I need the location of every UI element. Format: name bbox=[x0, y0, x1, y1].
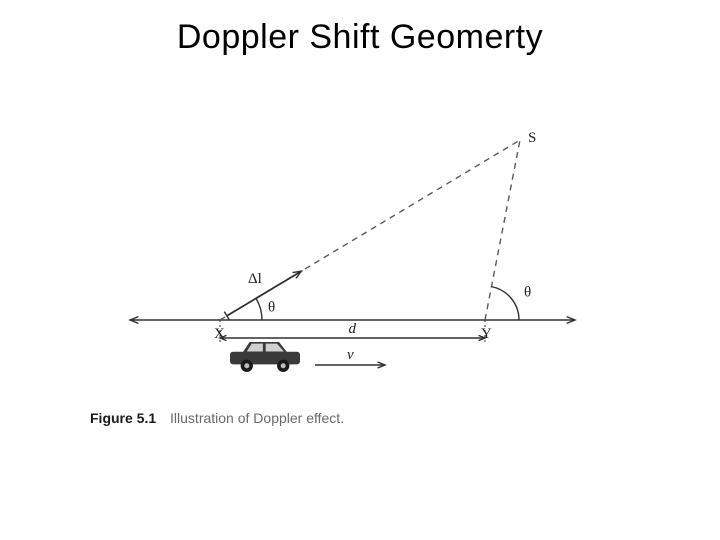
svg-text:d: d bbox=[349, 321, 357, 337]
slide: Doppler Shift Geomerty ΔlθθXYSdv Figure … bbox=[0, 0, 720, 540]
svg-text:θ: θ bbox=[268, 300, 275, 316]
svg-text:v: v bbox=[347, 347, 354, 363]
slide-title: Doppler Shift Geomerty bbox=[0, 18, 720, 57]
svg-text:θ: θ bbox=[524, 285, 531, 301]
figure-caption: Figure 5.1 Illustration of Doppler effec… bbox=[90, 410, 344, 426]
svg-text:S: S bbox=[528, 130, 536, 146]
figure-number: Figure 5.1 bbox=[90, 410, 156, 426]
svg-text:Δl: Δl bbox=[248, 271, 262, 287]
figure-text: Illustration of Doppler effect. bbox=[170, 410, 344, 426]
figure-area: ΔlθθXYSdv bbox=[90, 110, 610, 410]
doppler-diagram: ΔlθθXYSdv bbox=[90, 110, 610, 410]
